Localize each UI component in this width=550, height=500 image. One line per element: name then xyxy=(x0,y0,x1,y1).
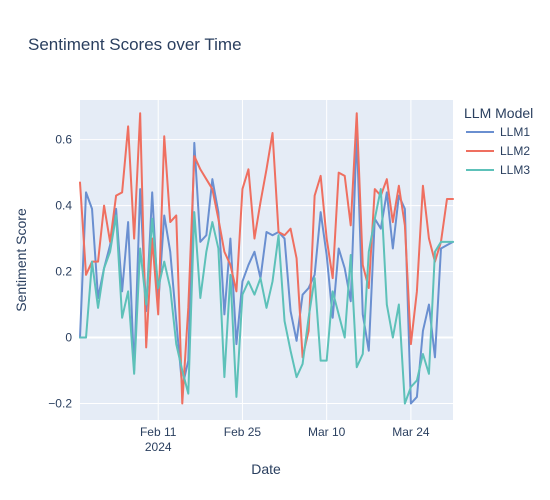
x-axis-title: Date xyxy=(251,461,281,477)
series-line-llm2 xyxy=(79,112,454,405)
legend-title: LLM Model xyxy=(464,105,533,121)
plot-area xyxy=(80,100,453,420)
legend-label: LLM2 xyxy=(500,144,530,158)
y-axis-ticks: −0.2 0 0.2 0.4 0.6 xyxy=(48,133,72,411)
y-tick-label: 0 xyxy=(65,331,72,345)
legend-item-llm3[interactable]: LLM3 xyxy=(466,163,530,177)
x-tick-label: Feb 25 xyxy=(224,425,262,439)
legend-item-llm2[interactable]: LLM2 xyxy=(466,144,530,158)
legend-label: LLM3 xyxy=(500,163,530,177)
legend: LLM Model LLM1 LLM2 LLM3 xyxy=(464,105,533,177)
y-tick-label: 0.2 xyxy=(55,265,72,279)
series-layer xyxy=(79,112,454,405)
legend-label: LLM1 xyxy=(500,125,530,139)
x-tick-label: Mar 24 xyxy=(392,425,430,439)
y-tick-label: −0.2 xyxy=(48,397,72,411)
y-axis-title: Sentiment Score xyxy=(13,208,29,312)
x-tick-label: Feb 11 xyxy=(140,425,177,439)
chart-title: Sentiment Scores over Time xyxy=(28,35,242,54)
series-line-llm3 xyxy=(79,188,454,405)
legend-items: LLM1 LLM2 LLM3 xyxy=(466,125,530,177)
y-tick-label: 0.4 xyxy=(55,199,72,213)
x-tick-sublabel: 2024 xyxy=(145,440,172,454)
legend-item-llm1[interactable]: LLM1 xyxy=(466,125,530,139)
x-tick-label: Mar 10 xyxy=(308,425,346,439)
y-tick-label: 0.6 xyxy=(55,133,72,147)
